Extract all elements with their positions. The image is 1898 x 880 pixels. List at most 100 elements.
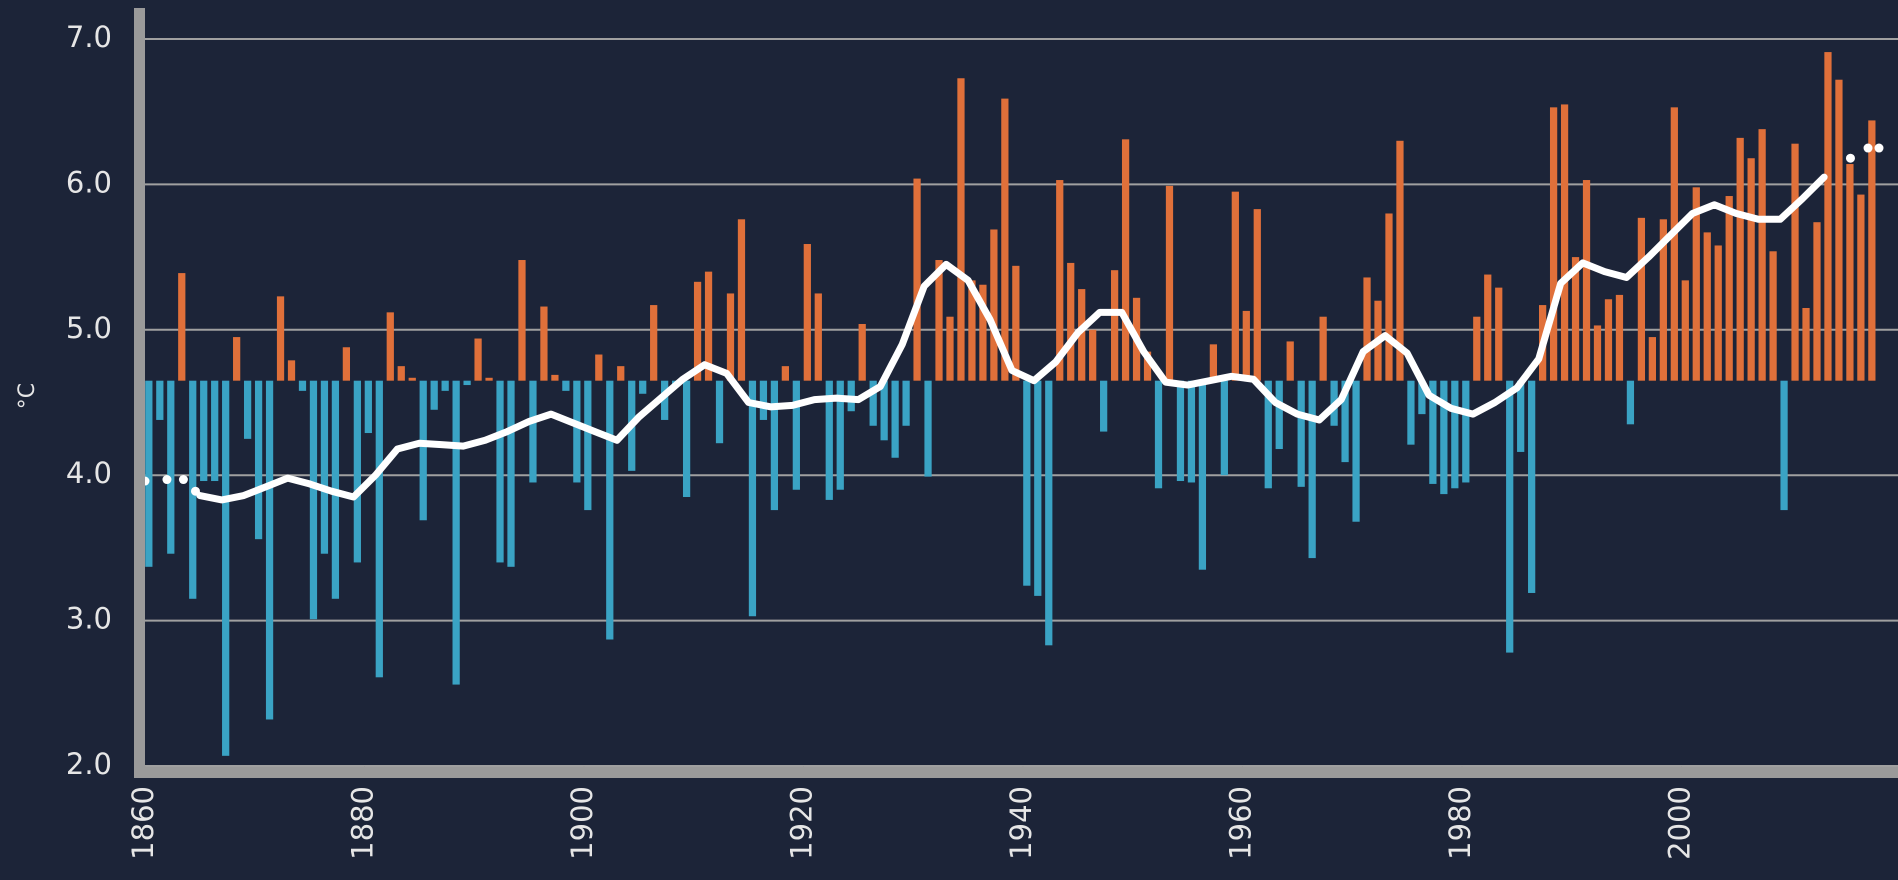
- bar: [792, 380, 800, 490]
- bar: [1396, 140, 1404, 381]
- bar: [1462, 380, 1470, 483]
- bar: [1637, 217, 1646, 381]
- bar: [924, 380, 932, 477]
- bar: [1560, 104, 1569, 381]
- bar: [1110, 270, 1119, 381]
- x-tick-label: 1880: [345, 786, 379, 860]
- bar: [1341, 380, 1349, 463]
- bar: [1012, 265, 1020, 381]
- bar: [342, 347, 351, 381]
- bar: [419, 380, 427, 521]
- bar: [474, 338, 482, 381]
- bar: [1089, 329, 1097, 381]
- bar: [1593, 325, 1602, 381]
- bar: [1176, 380, 1185, 482]
- bar: [1451, 380, 1459, 489]
- bar: [726, 293, 735, 381]
- bar: [990, 229, 998, 381]
- bar: [1418, 380, 1426, 415]
- bar: [1495, 287, 1503, 381]
- bar: [353, 380, 361, 563]
- bar: [1582, 180, 1591, 381]
- bar: [298, 380, 307, 391]
- bar: [1034, 380, 1042, 596]
- dot: [1874, 143, 1884, 153]
- bar: [1692, 187, 1700, 381]
- grid: [145, 38, 1898, 767]
- bar: [1813, 222, 1821, 381]
- dot: [162, 475, 172, 485]
- bar: [1802, 307, 1810, 381]
- bar: [825, 380, 833, 500]
- bar: [386, 312, 394, 381]
- x-tick-label: 1900: [565, 786, 599, 860]
- bar: [1385, 213, 1393, 381]
- y-tick-label: 4.0: [66, 456, 112, 490]
- bar: [222, 380, 230, 756]
- bar: [1528, 380, 1536, 593]
- bar: [375, 380, 383, 678]
- bar: [287, 360, 296, 381]
- bar: [1143, 351, 1152, 381]
- y-tick-label: 6.0: [66, 165, 112, 199]
- bar: [1473, 316, 1481, 381]
- bar: [1747, 158, 1755, 381]
- bar: [178, 273, 186, 381]
- bar: [1187, 380, 1196, 483]
- bar: [814, 293, 822, 381]
- y-axis-spine: [134, 8, 145, 778]
- bar: [803, 244, 811, 381]
- bar: [1352, 380, 1360, 522]
- smooth-line: [196, 173, 1828, 504]
- bar: [1758, 129, 1766, 381]
- bar: [441, 380, 449, 391]
- bar: [748, 380, 757, 617]
- bar: [617, 366, 625, 381]
- bar: [1121, 139, 1130, 381]
- bar: [1659, 219, 1667, 381]
- bar: [1056, 180, 1064, 381]
- bar: [606, 380, 614, 640]
- bar: [1407, 380, 1415, 445]
- bar: [507, 380, 515, 567]
- dot: [1863, 143, 1873, 153]
- x-tick-label: 1940: [1004, 786, 1038, 860]
- dot: [178, 475, 188, 485]
- bar: [1264, 380, 1272, 489]
- bar: [946, 316, 954, 381]
- bar: [1868, 120, 1876, 381]
- bar: [496, 380, 504, 563]
- bar: [836, 380, 844, 490]
- bar: [1198, 380, 1207, 570]
- bar: [1571, 257, 1580, 381]
- bar: [1626, 380, 1635, 425]
- bar: [1154, 380, 1163, 489]
- bar: [1604, 299, 1613, 381]
- bar: [408, 377, 416, 381]
- bar: [1857, 194, 1865, 381]
- bar: [891, 380, 899, 458]
- bar: [1670, 107, 1678, 381]
- bar: [770, 380, 779, 511]
- bar: [243, 380, 252, 439]
- bar: [518, 260, 526, 381]
- bar: [1736, 137, 1744, 381]
- bar: [1209, 344, 1218, 381]
- bar: [452, 380, 460, 685]
- y-tick-label: 3.0: [66, 602, 112, 636]
- bar: [1275, 380, 1283, 450]
- bar: [1791, 143, 1799, 381]
- bar: [1681, 280, 1689, 381]
- x-axis-spine: [134, 767, 1898, 778]
- bar: [650, 305, 658, 381]
- bar: [364, 380, 372, 434]
- bar: [759, 380, 768, 420]
- bar: [1429, 380, 1437, 484]
- bar: [1165, 185, 1174, 381]
- bar: [1220, 380, 1228, 476]
- y-tick-label: 2.0: [66, 747, 112, 781]
- bar: [167, 380, 175, 554]
- bar: [902, 380, 910, 426]
- bar: [1440, 380, 1448, 495]
- bar: [935, 260, 943, 381]
